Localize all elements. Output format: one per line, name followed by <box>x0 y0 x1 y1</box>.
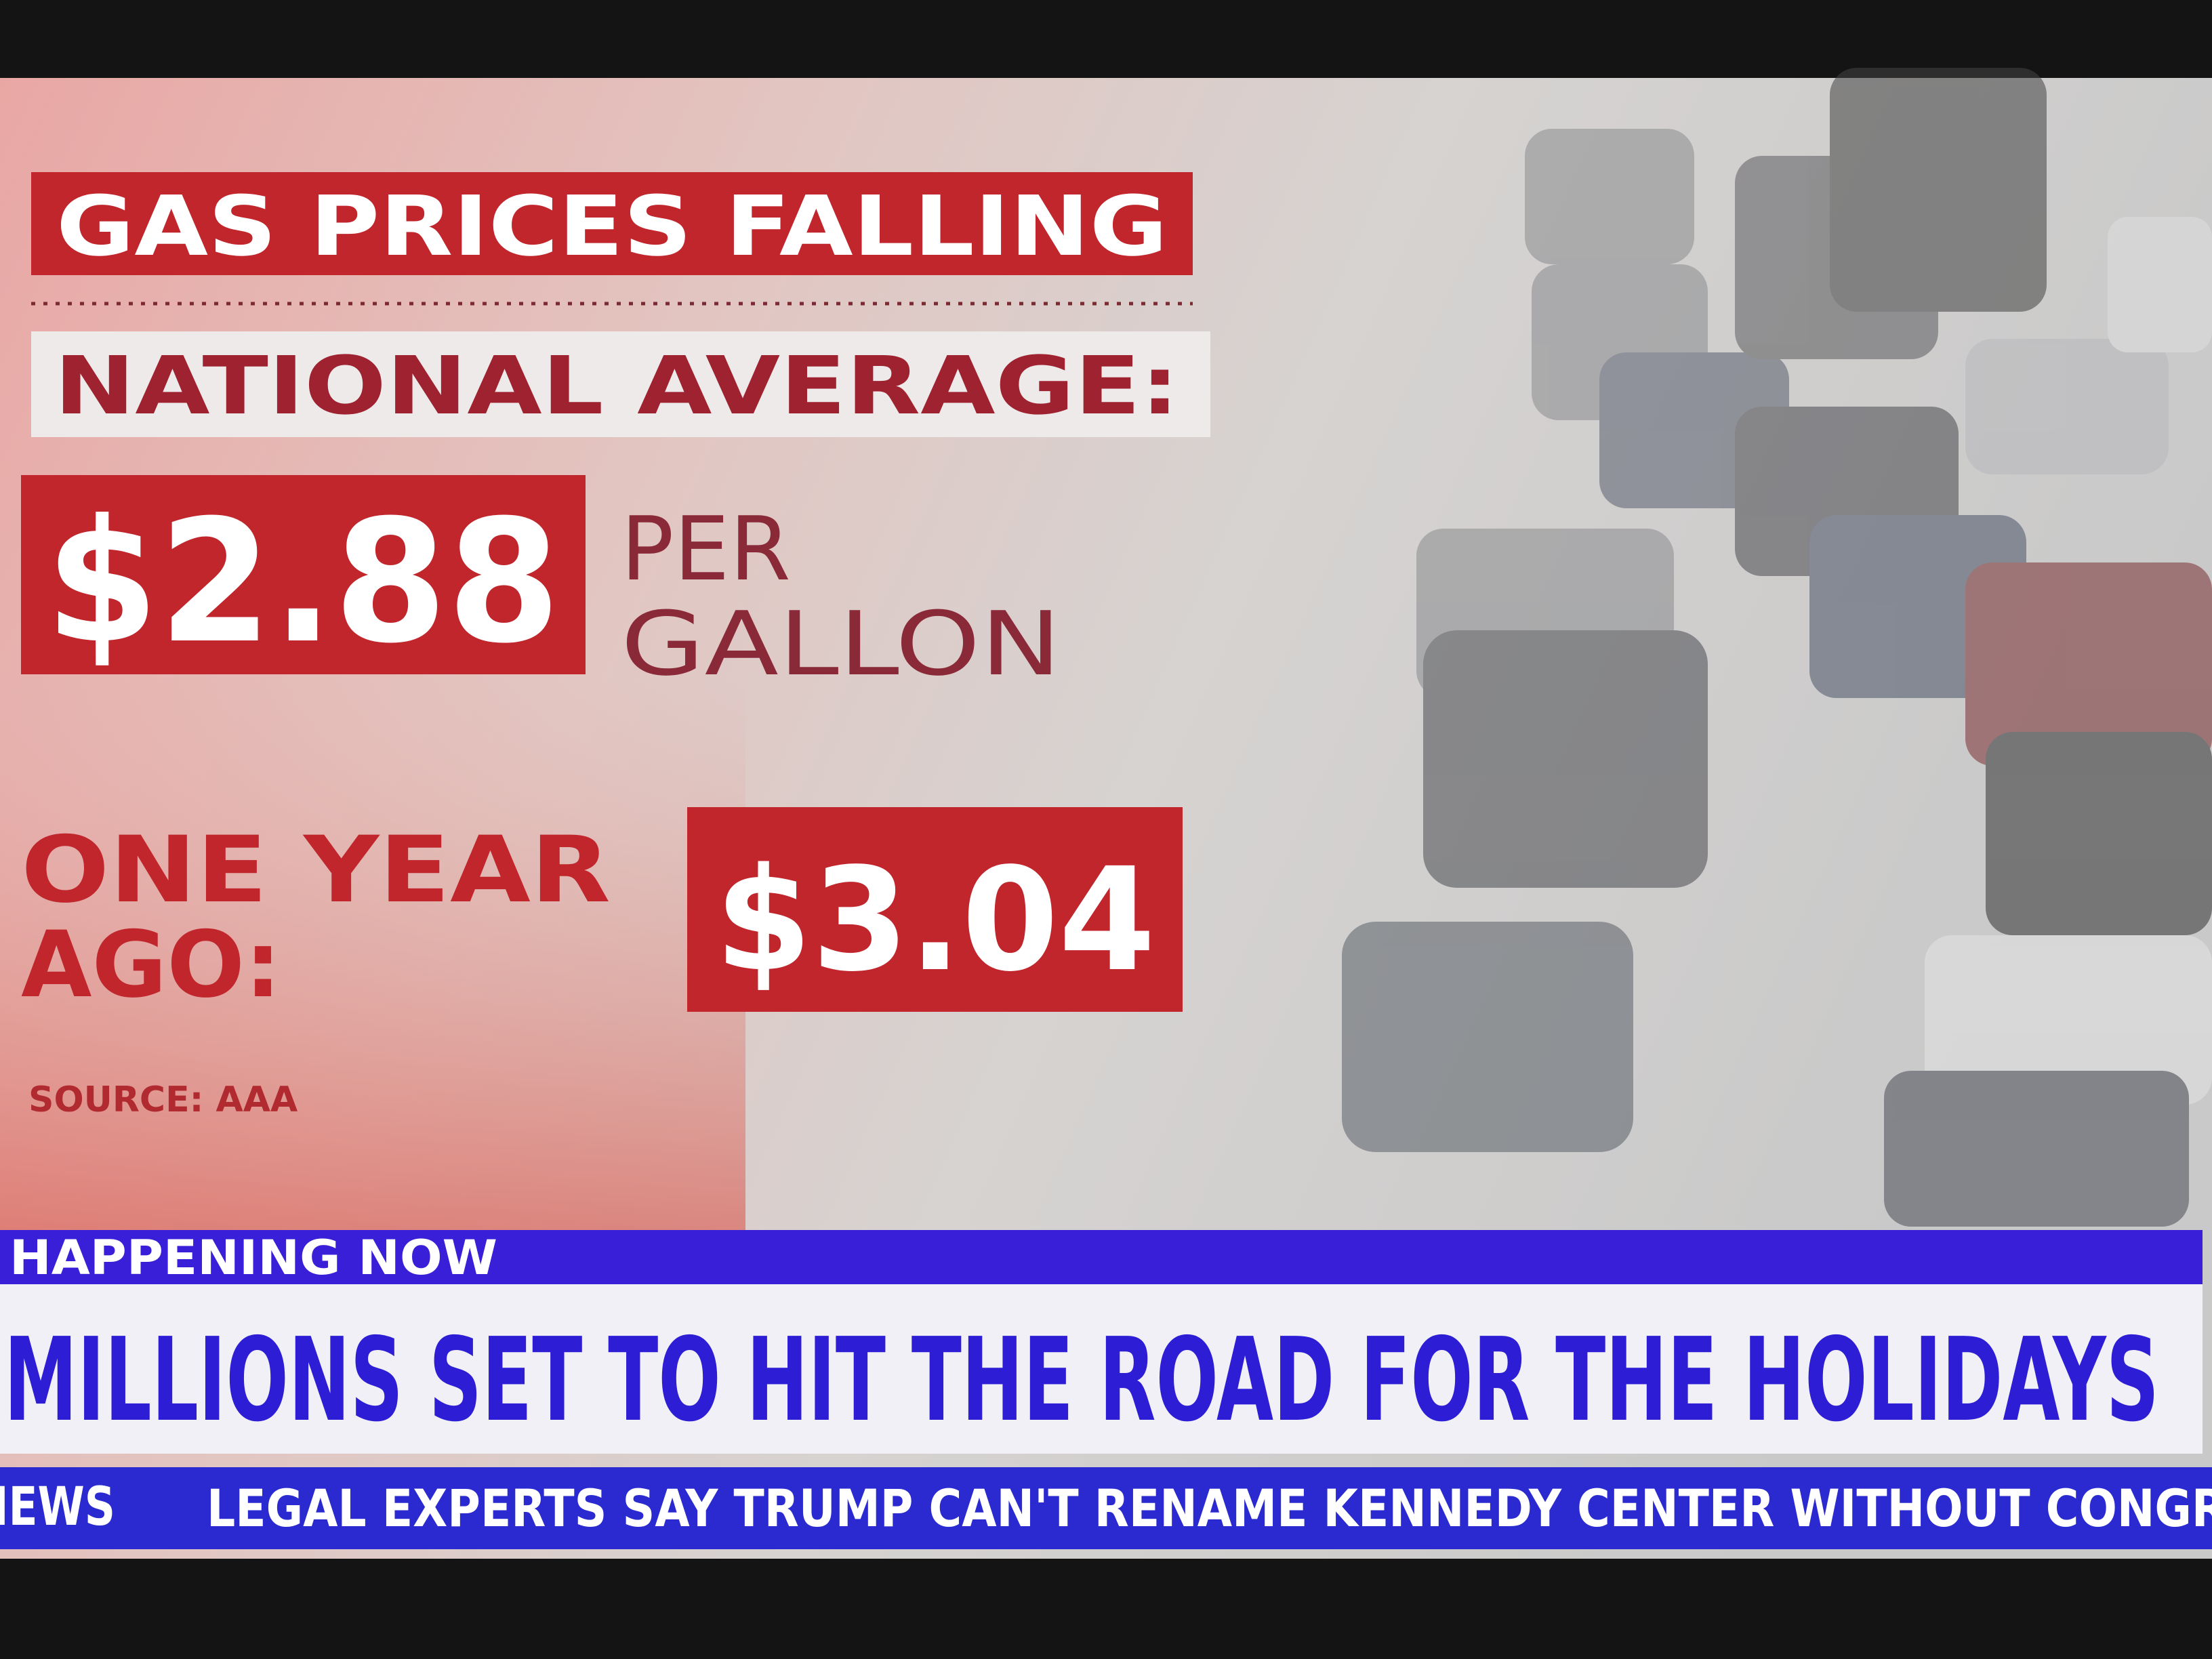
headline-bar <box>0 1284 2203 1454</box>
unit-line: GALLON <box>621 592 1061 695</box>
current-price-box <box>21 475 586 674</box>
ticker-text: LEGAL EXPERTS SAY TRUMP CAN'T RENAME KEN… <box>207 1478 2212 1538</box>
label-bar <box>0 1230 2203 1284</box>
subtitle: NATIONAL AVERAGE: <box>54 339 1179 432</box>
source: SOURCE: AAA <box>28 1080 298 1120</box>
ticker-brand: NEWS <box>0 1477 115 1538</box>
previous-price-box <box>687 807 1183 1012</box>
previous-label: ONE YEAR <box>21 817 611 923</box>
headline: MILLIONS SET TO HIT THE ROAD FOR THE HOL… <box>4 1313 2159 1448</box>
title: GAS PRICES FALLING <box>56 178 1168 274</box>
unit-line: PER <box>621 497 791 600</box>
traffic-photo <box>1342 68 2212 1227</box>
title-box <box>31 172 1193 275</box>
previous-label: AGO: <box>21 912 281 1018</box>
ticker-bar <box>0 1467 2212 1549</box>
festive-glow <box>0 678 745 1230</box>
previous-price: $3.04 <box>715 837 1155 1003</box>
brand-clip: NEWS <box>0 1477 115 1538</box>
current-price: $2.88 <box>45 483 560 680</box>
label: HAPPENING NOW <box>9 1230 497 1286</box>
subtitle-box <box>31 331 1210 437</box>
